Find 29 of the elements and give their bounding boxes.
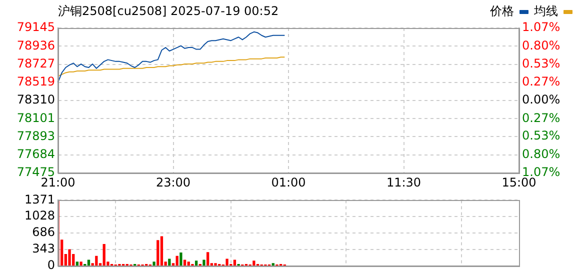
y-tick-label: 1028 xyxy=(24,208,55,223)
x-tick-label: 01:00 xyxy=(271,175,306,190)
y2-tick-label: 0.80% xyxy=(522,38,560,52)
y2-tick-label: 0.80% xyxy=(522,146,560,161)
y2-tick-label: 0.53% xyxy=(522,128,560,143)
y-tick-label: 1371 xyxy=(24,192,55,206)
y2-tick-label: 0.27% xyxy=(522,74,560,88)
x-tick-label: 15:00 xyxy=(502,175,536,190)
y2-tick-label: 0.00% xyxy=(522,92,560,107)
y2-tick-label: 1.07% xyxy=(522,20,560,34)
y-tick-label: 77893 xyxy=(16,128,55,143)
y-tick-label: 0 xyxy=(47,258,55,272)
x-tick-label: 21:00 xyxy=(40,175,76,190)
y-tick-label: 78101 xyxy=(16,110,55,125)
y-tick-label: 79145 xyxy=(16,20,55,34)
chart-title: 沪铜2508[cu2508] 2025-07-19 00:52 xyxy=(58,3,279,20)
y-tick-label: 686 xyxy=(32,225,55,240)
legend-label: 价格 xyxy=(489,4,514,18)
y-tick-label: 78519 xyxy=(16,74,55,88)
x-tick-label: 11:30 xyxy=(386,175,422,190)
y2-tick-label: 0.27% xyxy=(522,110,560,125)
y2-tick-label: 0.53% xyxy=(522,56,560,71)
y-tick-label: 343 xyxy=(32,242,55,256)
y-tick-label: 78310 xyxy=(16,92,55,107)
y-tick-label: 78936 xyxy=(16,38,55,52)
y-tick-label: 77684 xyxy=(16,146,55,161)
y-tick-label: 78727 xyxy=(16,56,55,70)
legend-label: 均线 xyxy=(533,4,558,18)
x-tick-label: 23:00 xyxy=(156,175,191,190)
